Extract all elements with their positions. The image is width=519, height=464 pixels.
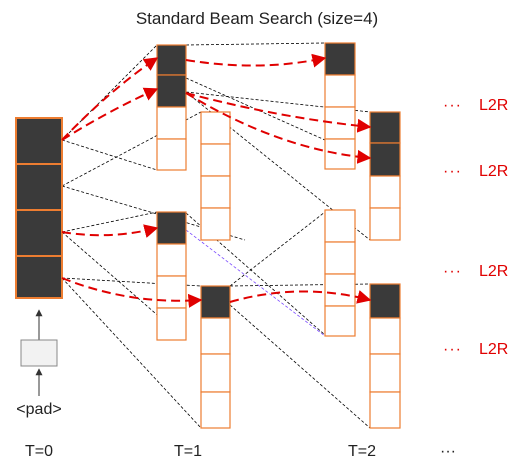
right-labels: ··· L2R ··· L2R ··· L2R ··· L2R [443, 97, 508, 358]
l2r-label: L2R [479, 163, 508, 180]
column-t2-b [369, 111, 401, 241]
purple-connector [185, 229, 326, 337]
ellipsis: ··· [443, 97, 462, 114]
ellipsis: ··· [443, 263, 462, 280]
column-t1-a [156, 44, 187, 171]
pad-box [20, 339, 58, 367]
beam-cell [15, 117, 63, 165]
diagram-title: Standard Beam Search (size=4) [136, 9, 378, 28]
column-t0 [15, 117, 63, 299]
column-t1-b [200, 111, 231, 241]
beam-cell [15, 255, 63, 299]
pad-label: <pad> [16, 401, 61, 418]
timestep-labels: T=0 T=1 T=2 ··· [25, 443, 456, 460]
selected-beam-arrows [61, 53, 372, 308]
timestep-label: T=1 [174, 443, 202, 460]
beam-cell [15, 163, 63, 211]
column-t2-c [324, 209, 356, 337]
column-t2-d [369, 283, 401, 429]
timestep-label: T=0 [25, 443, 53, 460]
l2r-label: L2R [479, 97, 508, 114]
ellipsis: ··· [443, 163, 462, 180]
beam-cell [15, 209, 63, 257]
column-t2-a [324, 42, 356, 170]
timestep-ellipsis: ··· [440, 443, 456, 460]
column-t1-d [200, 285, 231, 429]
ellipsis: ··· [443, 341, 462, 358]
column-t1-c [156, 211, 187, 341]
l2r-label: L2R [479, 263, 508, 280]
l2r-label: L2R [479, 341, 508, 358]
timestep-label: T=2 [348, 443, 376, 460]
